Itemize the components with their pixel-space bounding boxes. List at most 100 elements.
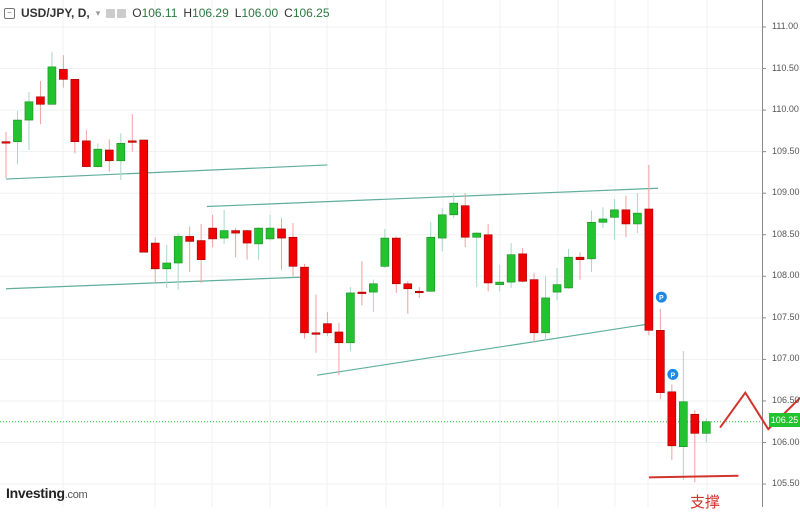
candle-body [483, 234, 493, 284]
candle-body [105, 149, 114, 162]
candle-body [541, 297, 550, 334]
candle-body [162, 262, 172, 270]
candle-body [173, 236, 183, 264]
open-value: 106.11 [141, 6, 178, 20]
candle-body [380, 237, 390, 267]
candle-body [644, 208, 654, 331]
candle-body [116, 143, 126, 162]
price-tick-label: 105.50 [772, 478, 800, 489]
candle-body [185, 236, 194, 242]
close-value: 106.25 [292, 6, 330, 20]
event-marker-icon [667, 368, 679, 380]
price-tick-label: 110.50 [772, 62, 799, 73]
candle-body [449, 202, 459, 216]
candle-body [208, 227, 217, 240]
candle-body [1, 141, 11, 144]
event-marker-label: P [659, 295, 664, 302]
settings-icon[interactable] [106, 8, 116, 18]
candle-body [667, 391, 677, 447]
candle-body [679, 401, 688, 447]
price-tick-label: 109.50 [772, 145, 800, 156]
close-icon[interactable] [117, 8, 127, 18]
candle-body [506, 254, 516, 283]
trendline [206, 187, 659, 208]
chevron-down-icon[interactable]: ▾ [95, 7, 101, 18]
open-label: O [132, 6, 142, 20]
chart-header: − USD/JPY, D, ▾ O106.11 H106.29 L106.00 … [4, 6, 330, 20]
candle-body [564, 256, 573, 289]
trendline [5, 164, 328, 180]
candle-body [621, 209, 631, 225]
candle-body [265, 227, 275, 240]
low-value: 106.00 [241, 6, 279, 20]
candle-body [598, 218, 608, 223]
candle-body [139, 139, 149, 253]
candle-body [392, 237, 401, 285]
close-label: C [284, 6, 293, 20]
candle-body [656, 330, 665, 393]
collapse-icon[interactable]: − [4, 7, 15, 19]
candle-body [311, 332, 321, 335]
candle-body [196, 240, 206, 260]
candle-body [323, 323, 332, 334]
support-annotation: 支撑 [690, 494, 721, 511]
candle-body [426, 236, 436, 292]
price-tick-label: 109.00 [772, 187, 800, 198]
candle-body [47, 66, 57, 105]
candle-body [127, 140, 137, 143]
price-tick-label: 108.00 [772, 270, 800, 281]
trendline [317, 323, 646, 376]
candle-body [472, 232, 481, 238]
high-label: H [183, 6, 193, 20]
candle-body [242, 230, 252, 244]
candle-body [277, 228, 286, 239]
candle-body [288, 236, 298, 267]
candle-body [460, 205, 470, 238]
candle-body [575, 256, 585, 260]
investing-logo: Investing.com [6, 485, 88, 501]
price-tick-label: 106.00 [772, 436, 800, 447]
low-label: L [234, 6, 242, 20]
candle-body [334, 331, 344, 344]
candle-body [437, 214, 447, 239]
candle-body [701, 421, 711, 434]
symbol-label[interactable]: USD/JPY, D, [21, 6, 90, 20]
candle-body [300, 266, 309, 334]
candle-body [346, 292, 355, 344]
current-price-tag: 106.25 [769, 413, 800, 427]
candle-body [495, 281, 504, 285]
candle-body [529, 279, 539, 334]
price-tick-label: 106.50 [772, 394, 800, 405]
candle-body [231, 230, 240, 234]
candle-body [403, 283, 413, 290]
price-tick-label: 111.00 [772, 21, 799, 31]
candle-body [82, 140, 91, 167]
candle-body [414, 290, 424, 294]
candle-body [552, 284, 562, 293]
candle-body [70, 79, 80, 142]
candle-body [518, 253, 527, 282]
candle-body [219, 230, 229, 239]
candle-body [93, 148, 103, 167]
candle-body [587, 221, 596, 260]
trendline [5, 276, 303, 290]
price-tick-label: 107.00 [772, 353, 800, 364]
candle-body [610, 209, 619, 218]
candle-body [36, 96, 45, 105]
event-marker-icon [655, 291, 667, 303]
price-tick-label: 107.50 [772, 311, 800, 322]
candle-body [59, 69, 68, 80]
candle-body [357, 291, 367, 294]
candle-body [690, 413, 700, 434]
price-tick-label: 110.00 [772, 104, 799, 115]
candle-body [13, 119, 22, 142]
high-value: 106.29 [192, 6, 229, 20]
candle-body [633, 212, 642, 225]
event-marker-label: P [671, 372, 676, 379]
support-line [648, 474, 739, 479]
price-tick-label: 108.50 [772, 228, 800, 239]
candle-body [150, 242, 160, 270]
candle-body [24, 101, 34, 121]
candle-body [369, 283, 378, 293]
